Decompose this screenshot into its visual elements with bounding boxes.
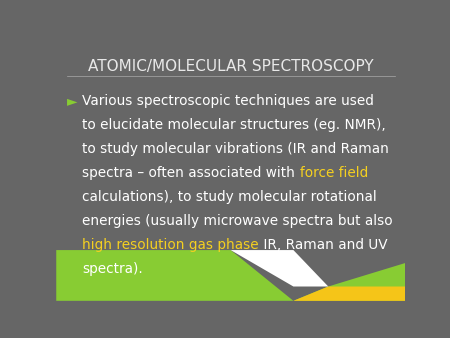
Text: ATOMIC/MOLECULAR SPECTROSCOPY: ATOMIC/MOLECULAR SPECTROSCOPY	[88, 59, 374, 74]
Text: force field: force field	[300, 166, 368, 180]
Polygon shape	[56, 250, 293, 301]
Text: ►: ►	[68, 94, 78, 108]
Text: spectra – often associated with: spectra – often associated with	[82, 166, 300, 180]
Text: spectra).: spectra).	[82, 262, 143, 275]
Text: to study molecular vibrations (IR and Raman: to study molecular vibrations (IR and Ra…	[82, 142, 389, 156]
Text: high resolution gas phase: high resolution gas phase	[82, 238, 259, 251]
Text: calculations), to study molecular rotational: calculations), to study molecular rotati…	[82, 190, 377, 204]
Text: energies (usually microwave spectra but also: energies (usually microwave spectra but …	[82, 214, 393, 227]
Text: to elucidate molecular structures (eg. NMR),: to elucidate molecular structures (eg. N…	[82, 118, 386, 132]
Text: IR, Raman and UV: IR, Raman and UV	[259, 238, 387, 251]
Polygon shape	[56, 287, 405, 301]
Polygon shape	[230, 250, 328, 287]
Text: Various spectroscopic techniques are used: Various spectroscopic techniques are use…	[82, 94, 374, 108]
Polygon shape	[293, 263, 405, 301]
